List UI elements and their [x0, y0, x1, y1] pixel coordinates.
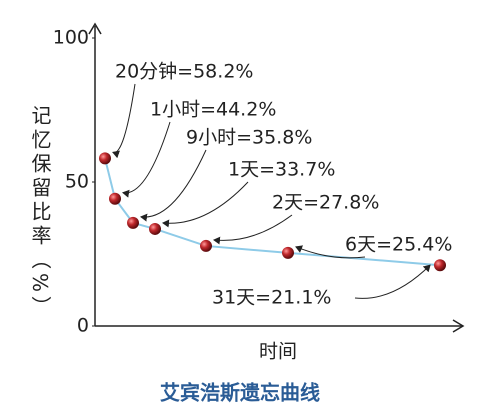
- point: [127, 216, 139, 229]
- point: [282, 246, 294, 259]
- x-axis-arrow: [452, 319, 465, 333]
- point: [434, 259, 446, 272]
- arrow: [354, 264, 431, 299]
- y-tick-label: 50: [65, 171, 89, 193]
- data-label: 2天=27.8%: [272, 192, 379, 214]
- arrow: [295, 245, 366, 259]
- arrow: [140, 149, 207, 222]
- x-axis-label: 时间: [259, 341, 297, 363]
- y-tick-label: 0: [77, 315, 89, 337]
- data-label: 6天=25.4%: [345, 234, 452, 256]
- y-axis-label: 记忆保留比率（%）: [28, 105, 52, 321]
- point: [149, 222, 161, 235]
- data-label: 9小时=35.8%: [186, 127, 312, 149]
- data-label: 1小时=44.2%: [150, 99, 276, 121]
- point: [109, 192, 121, 205]
- point: [200, 239, 212, 252]
- data-label: 31天=21.1%: [212, 287, 331, 309]
- data-label: 20分钟=58.2%: [115, 61, 253, 83]
- arrow: [162, 181, 249, 228]
- chart-title: 艾宾浩斯遗忘曲线: [160, 381, 320, 405]
- y-tick-label: 100: [53, 27, 89, 49]
- y-axis-arrow: [88, 22, 102, 35]
- data-label: 1天=33.7%: [228, 159, 335, 181]
- arrow: [213, 214, 293, 245]
- arrow: [122, 121, 171, 198]
- point: [99, 152, 111, 165]
- arrow: [112, 83, 136, 159]
